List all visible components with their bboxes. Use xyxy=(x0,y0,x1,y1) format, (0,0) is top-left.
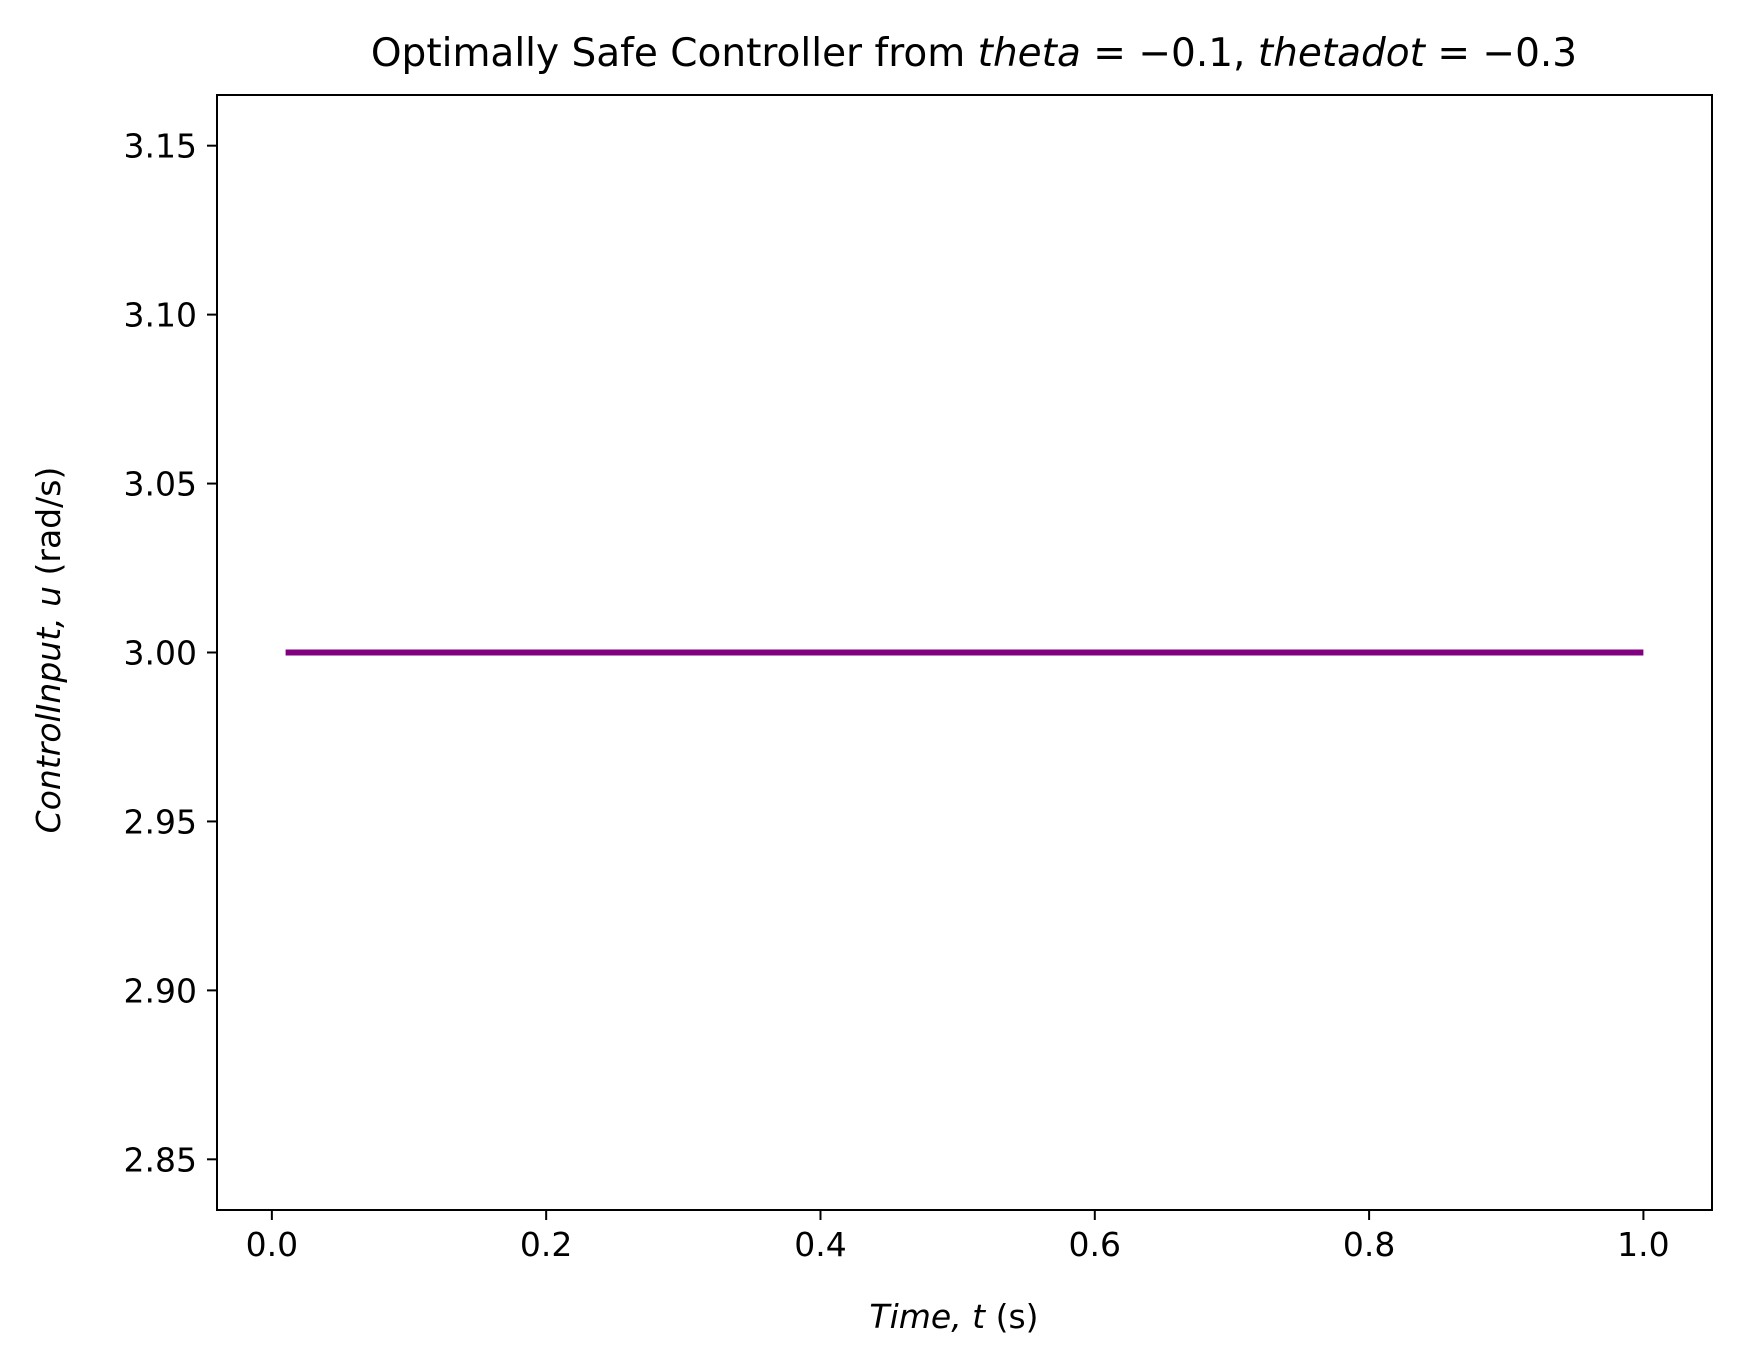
chart-title: Optimally Safe Controller from theta = −… xyxy=(371,31,1577,76)
y-axis-label: ControlInput, u (rad/s) xyxy=(29,467,68,834)
y-tick-label: 3.15 xyxy=(124,127,197,166)
y-tick-label: 2.95 xyxy=(124,802,197,841)
x-tick-label: 0.2 xyxy=(520,1225,572,1264)
y-tick-label: 2.90 xyxy=(124,971,197,1010)
x-tick-label: 0.6 xyxy=(1069,1225,1121,1264)
x-axis-label: Time, t (s) xyxy=(869,1297,1038,1336)
y-axis-ticks: 2.85 2.90 2.95 3.00 3.05 3.10 3.15 xyxy=(124,127,217,1179)
x-tick-label: 0.0 xyxy=(246,1225,298,1264)
y-tick-label: 2.85 xyxy=(124,1140,197,1179)
y-tick-label: 3.10 xyxy=(124,296,197,335)
x-tick-label: 0.4 xyxy=(794,1225,846,1264)
y-tick-label: 3.05 xyxy=(124,465,197,504)
x-tick-label: 1.0 xyxy=(1617,1225,1669,1264)
x-axis-ticks: 0.0 0.2 0.4 0.6 0.8 1.0 xyxy=(246,1210,1670,1264)
y-tick-label: 3.00 xyxy=(124,634,197,673)
x-tick-label: 0.8 xyxy=(1343,1225,1395,1264)
